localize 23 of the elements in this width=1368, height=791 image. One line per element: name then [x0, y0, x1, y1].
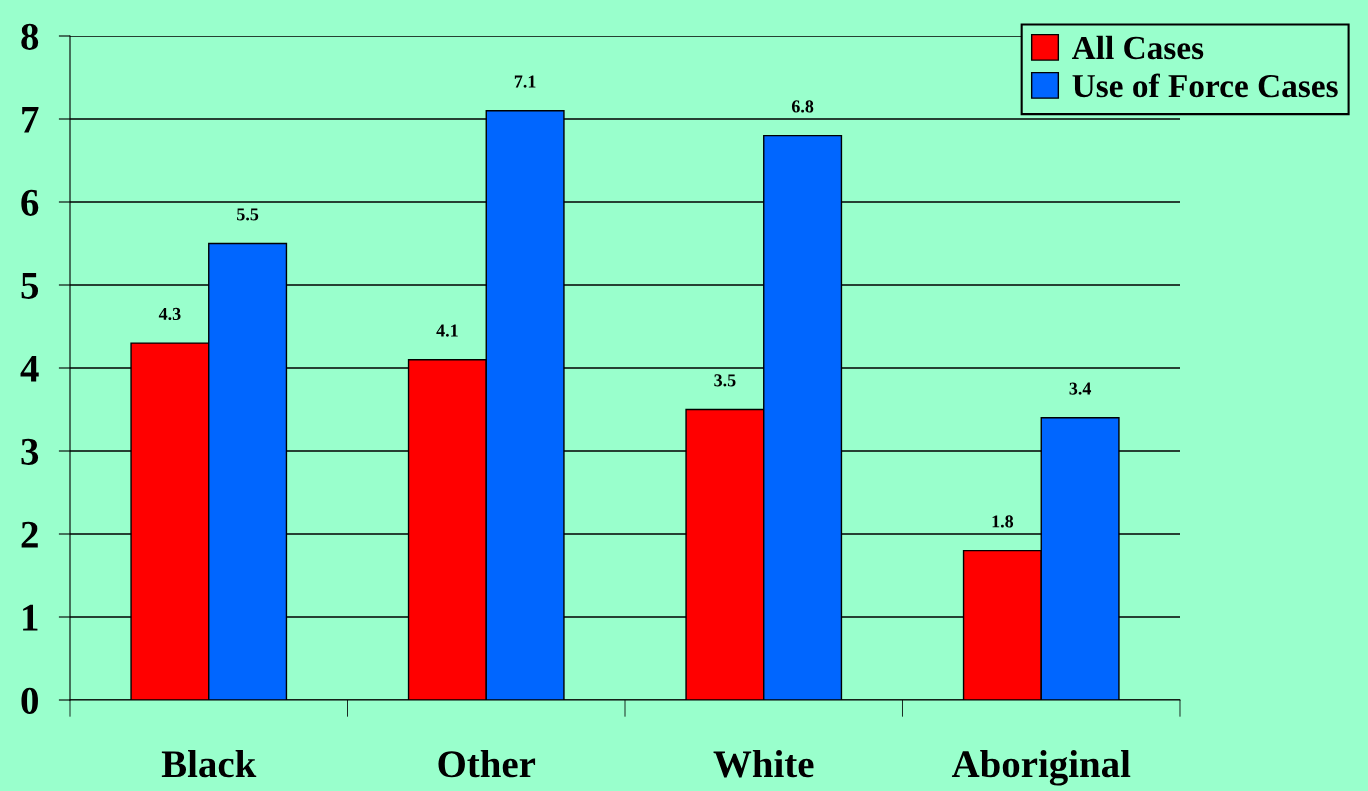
legend-label: All Cases [1072, 35, 1204, 60]
y-tick-label: 0 [21, 687, 38, 714]
y-tick-label: 3 [21, 438, 39, 465]
y-tick-label: 5 [21, 273, 39, 299]
data-label: 5.5 [237, 208, 259, 221]
x-tick-label: Other [438, 750, 536, 778]
x-tick-label: Aboriginal [951, 750, 1131, 786]
y-tick-label: 6 [21, 189, 39, 216]
data-label: 7.1 [514, 75, 536, 88]
data-label: 6.8 [791, 100, 814, 113]
x-tick-label: Black [161, 750, 257, 778]
data-label: 4.1 [436, 324, 458, 337]
x-tick-label: White [713, 750, 814, 778]
y-tick-label: 1 [23, 604, 38, 631]
y-tick-label: 7 [22, 107, 39, 133]
data-label: 3.5 [714, 374, 736, 387]
data-label: 3.4 [1069, 382, 1092, 395]
y-tick-label: 4 [20, 355, 39, 382]
legend-label: Use of Force Cases [1072, 73, 1338, 98]
data-label: 4.3 [158, 307, 181, 321]
data-label: 1.8 [992, 515, 1014, 528]
y-tick-label: 8 [21, 23, 39, 50]
y-tick-label: 2 [21, 521, 38, 548]
